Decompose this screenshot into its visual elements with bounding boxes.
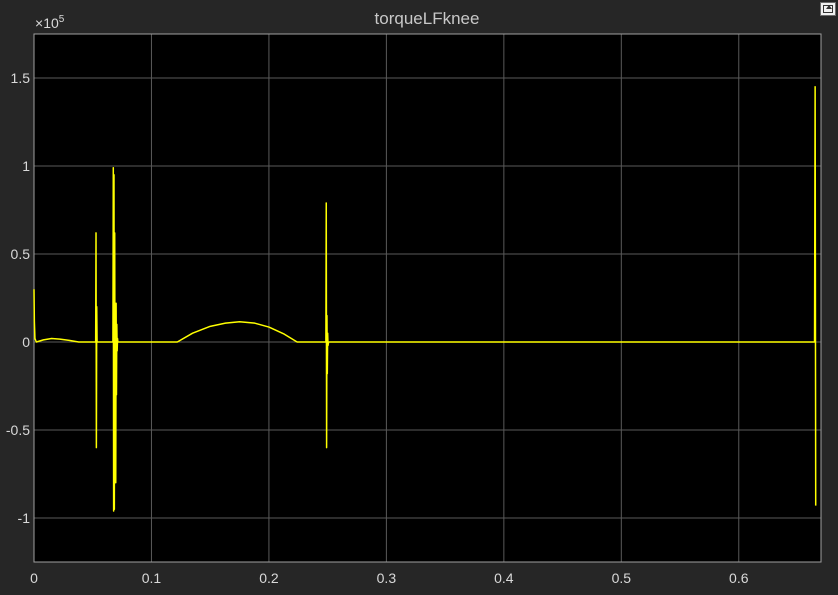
chart-title: torqueLFknee <box>375 9 480 28</box>
x-tick-label: 0.3 <box>377 570 397 586</box>
x-tick-label: 0.1 <box>142 570 162 586</box>
x-tick-label: 0.6 <box>729 570 749 586</box>
plot-area-background <box>34 34 821 562</box>
series-line <box>33 86 817 512</box>
undock-icon <box>823 5 833 13</box>
y-exponent-prefix: × <box>35 15 43 31</box>
x-tick-label: 0.5 <box>612 570 632 586</box>
y-tick-label: -1 <box>18 510 31 526</box>
y-tick-label: -0.5 <box>6 422 30 438</box>
undock-button[interactable] <box>820 2 836 16</box>
y-exponent-base: 10 <box>43 15 59 31</box>
x-tick-label: 0 <box>30 570 38 586</box>
y-tick-label: 1 <box>22 158 30 174</box>
y-tick-label: 1.5 <box>11 70 31 86</box>
y-exponent-power: 5 <box>59 14 65 25</box>
y-exponent-label: ×105 <box>35 14 65 31</box>
y-tick-label: 0 <box>22 334 30 350</box>
x-tick-labels: 0 0.1 0.2 0.3 0.4 0.5 0.6 <box>30 570 749 586</box>
y-tick-label: 0.5 <box>11 246 31 262</box>
x-tick-label: 0.2 <box>259 570 279 586</box>
x-tick-label: 0.4 <box>494 570 514 586</box>
y-tick-labels: -1 -0.5 0 0.5 1 1.5 <box>6 70 30 526</box>
data-series <box>33 86 817 512</box>
